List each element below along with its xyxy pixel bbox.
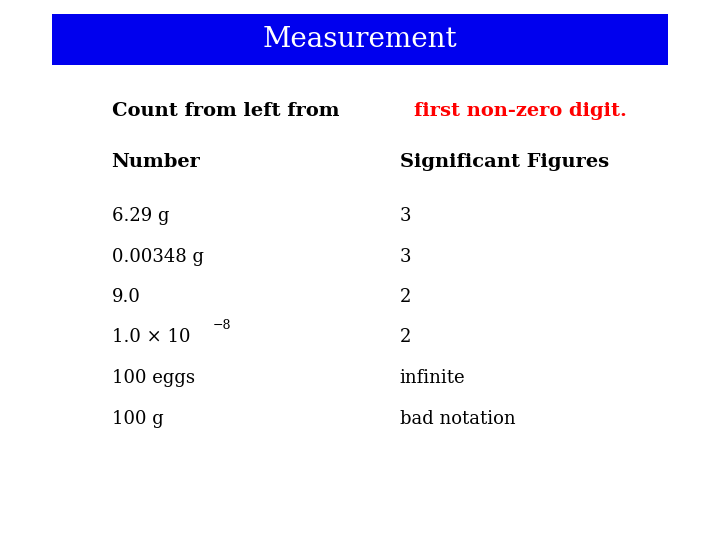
- Text: Number: Number: [112, 153, 200, 171]
- Text: 2: 2: [400, 328, 411, 347]
- Text: Count from left from: Count from left from: [112, 102, 346, 120]
- Text: 3: 3: [400, 247, 411, 266]
- FancyBboxPatch shape: [52, 14, 668, 65]
- Text: 6.29 g: 6.29 g: [112, 207, 169, 225]
- Text: 0.00348 g: 0.00348 g: [112, 247, 204, 266]
- Text: bad notation: bad notation: [400, 409, 516, 428]
- Text: 9.0: 9.0: [112, 288, 140, 306]
- Text: 1.0 × 10: 1.0 × 10: [112, 328, 190, 347]
- Text: 100 g: 100 g: [112, 409, 163, 428]
- Text: 100 eggs: 100 eggs: [112, 369, 194, 387]
- Text: first non-zero digit.: first non-zero digit.: [414, 102, 626, 120]
- Text: 3: 3: [400, 207, 411, 225]
- Text: −8: −8: [213, 319, 231, 332]
- Text: infinite: infinite: [400, 369, 465, 387]
- Text: 2: 2: [400, 288, 411, 306]
- Text: Significant Figures: Significant Figures: [400, 153, 608, 171]
- Text: Measurement: Measurement: [263, 25, 457, 52]
